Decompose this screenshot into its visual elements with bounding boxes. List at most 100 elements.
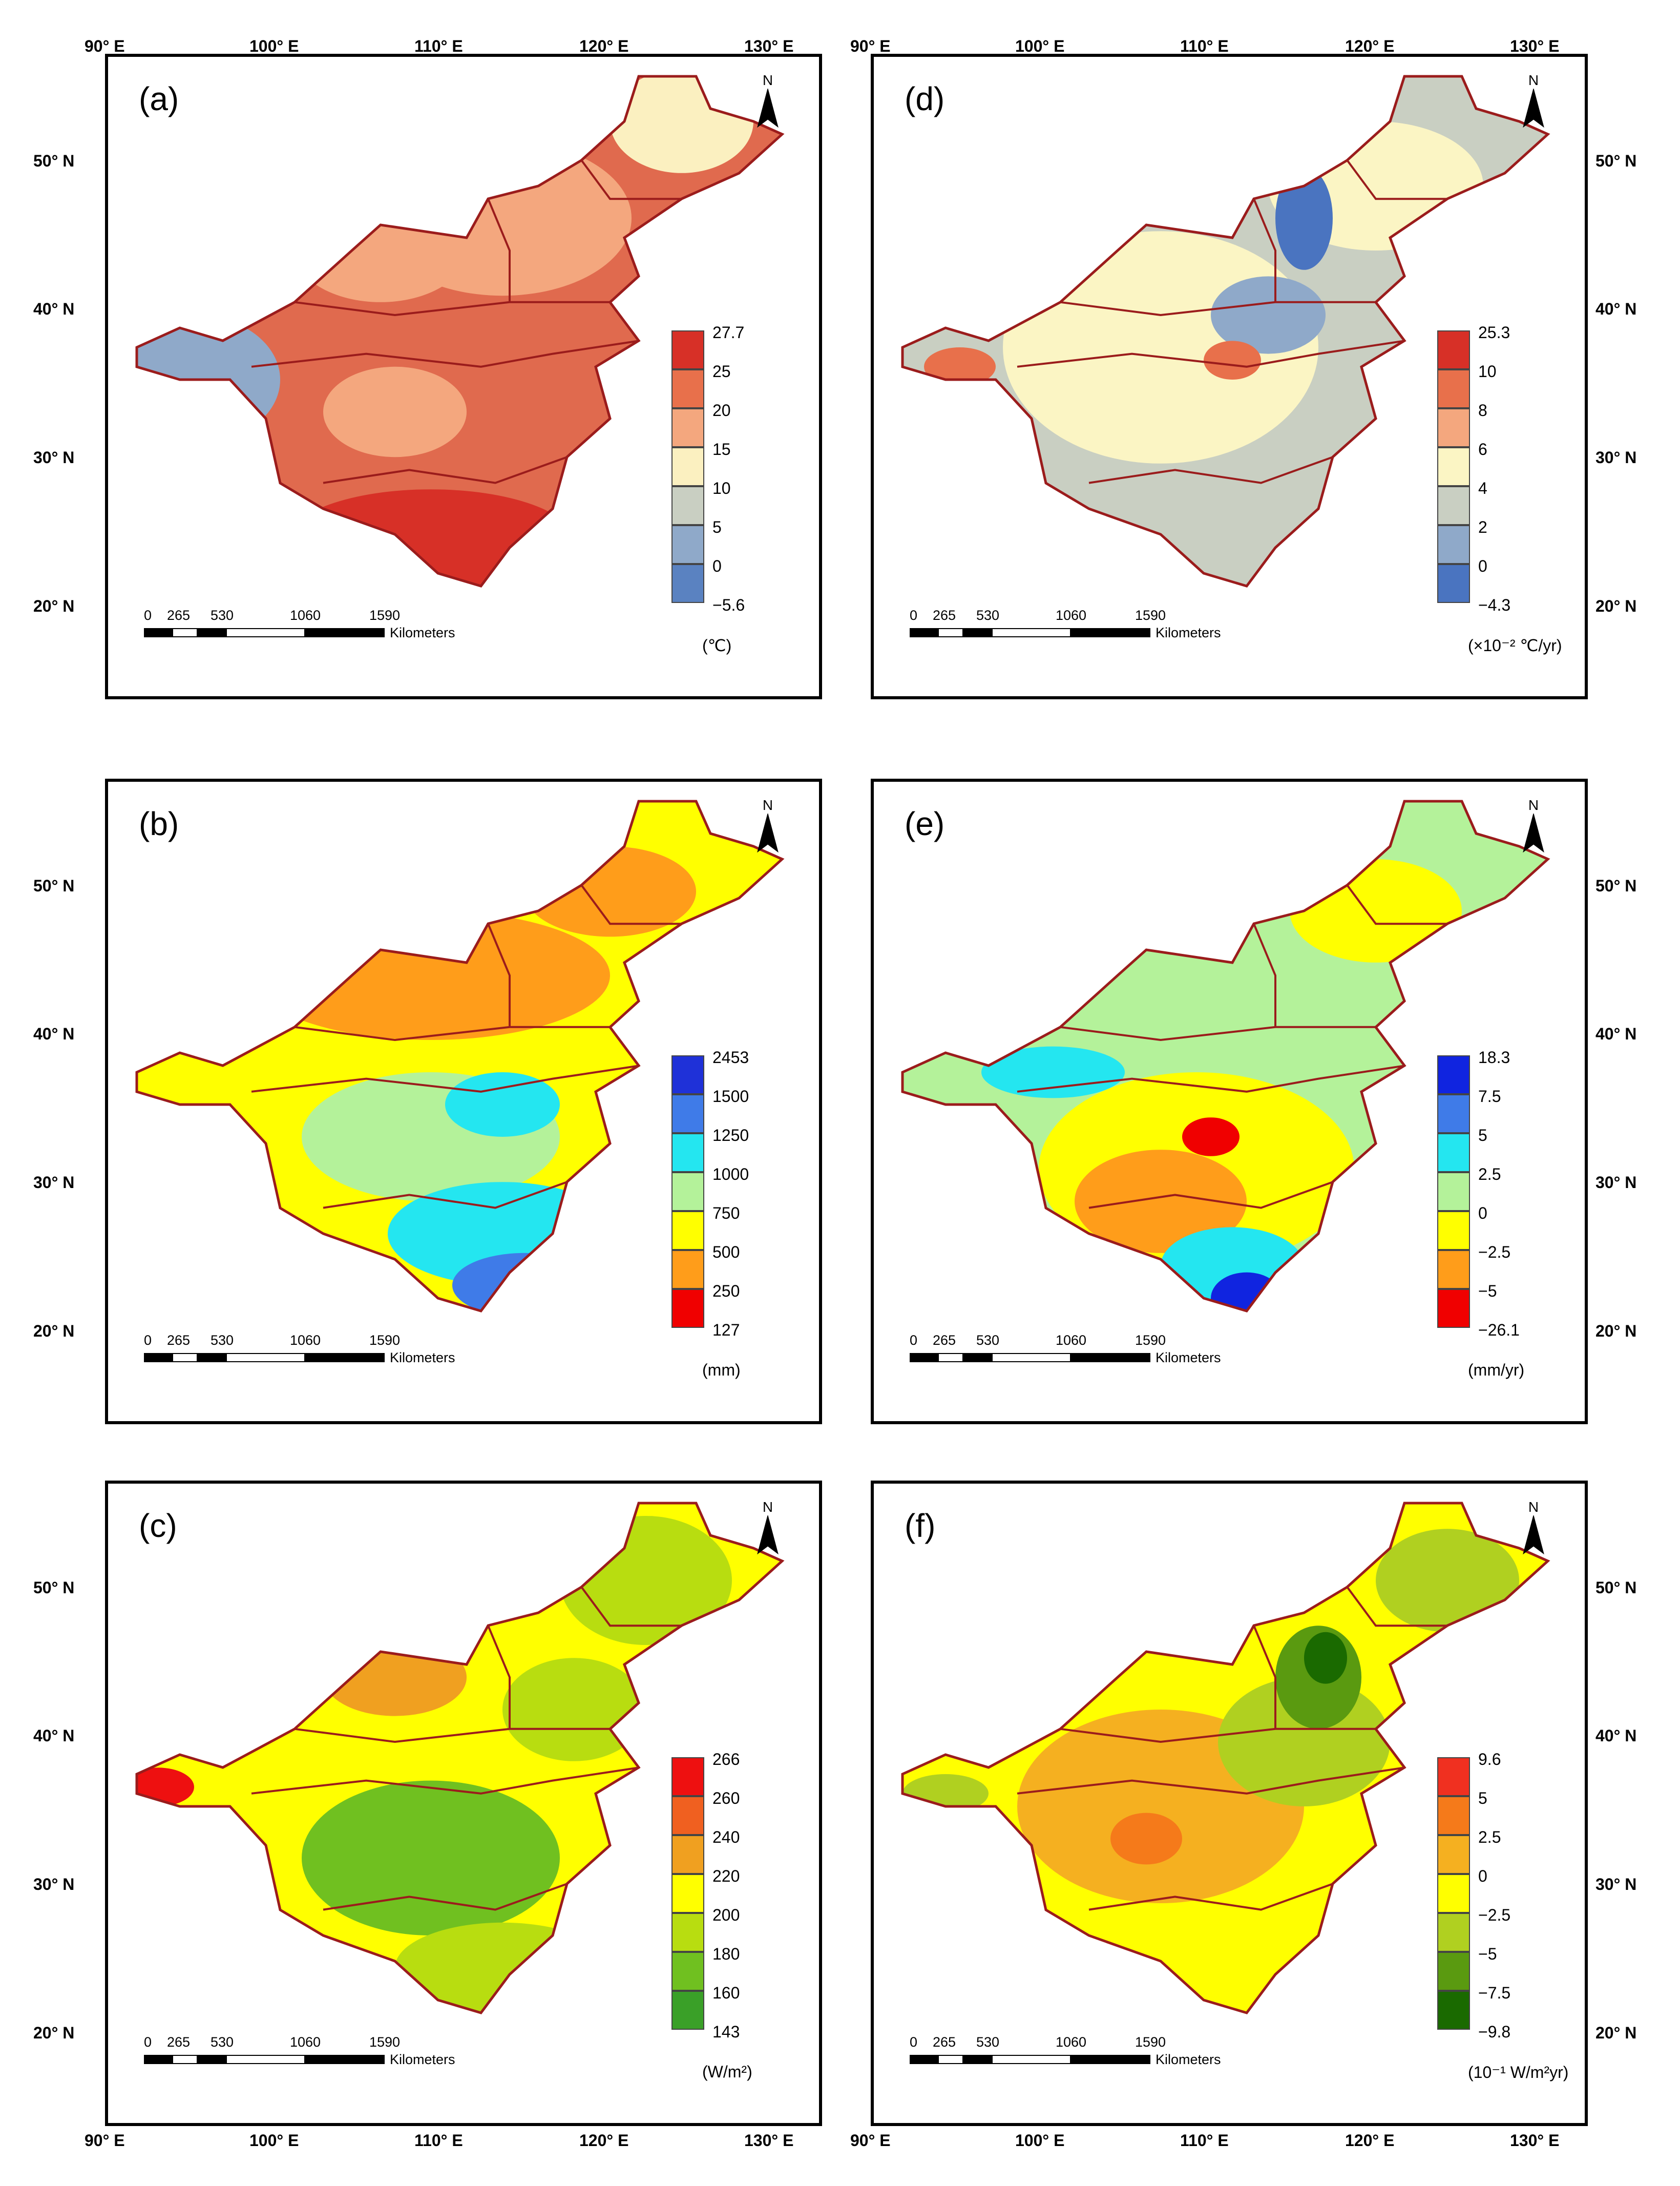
legend: 27.7 25 20 15 10 5 0 −5.6 (℃) xyxy=(671,323,819,655)
legend-swatch xyxy=(671,525,704,564)
legend-value: 250 xyxy=(712,1282,740,1300)
map-zone xyxy=(1110,1813,1182,1865)
legend-value: 260 xyxy=(712,1789,740,1807)
longitude-label-bottom: 90° E xyxy=(850,2131,891,2150)
legend-swatch xyxy=(1437,1835,1470,1874)
legend-swatch xyxy=(671,447,704,486)
map-zone xyxy=(1211,1272,1283,1311)
legend-value: 25 xyxy=(712,362,731,381)
scale-unit: Kilometers xyxy=(390,2052,455,2067)
legend: 2453 1500 1250 1000 750 500 250 127 (mm) xyxy=(671,1048,819,1379)
scale-segment xyxy=(226,2055,305,2064)
legend-swatch xyxy=(671,1835,704,1874)
panel-letter: (a) xyxy=(139,80,179,117)
legend-swatch xyxy=(671,1913,704,1952)
legend-value: 180 xyxy=(712,1945,740,1963)
scale-tick: 265 xyxy=(167,608,191,623)
scale-tick: 1060 xyxy=(1056,2034,1087,2050)
map-zone xyxy=(302,1780,560,1935)
longitude-label-top: 120° E xyxy=(1345,37,1395,55)
north-label: N xyxy=(1528,1499,1539,1515)
scale-tick: 265 xyxy=(167,2034,191,2050)
scale-tick: 265 xyxy=(167,1333,191,1348)
legend-value: 15 xyxy=(712,440,731,459)
longitude-label-top: 100° E xyxy=(249,37,299,55)
map-zone xyxy=(323,872,381,950)
map-zone xyxy=(287,489,574,586)
region-border xyxy=(1060,1026,1376,1042)
study-area-outline xyxy=(901,1502,1550,2014)
legend-swatch xyxy=(1437,1757,1470,1796)
latitude-label-left: 40° N xyxy=(33,1726,75,1745)
legend-swatch xyxy=(1437,1289,1470,1328)
longitude-label-bottom: 120° E xyxy=(1345,2131,1395,2150)
region-border xyxy=(1060,301,1376,317)
map-zone xyxy=(395,1922,610,2013)
map-panel: (c) N 266 260 240 220 200 180 160 143 (W/m²) 0 265 53… xyxy=(105,1481,822,2126)
legend-value: 5 xyxy=(1478,1789,1487,1807)
map-zone xyxy=(1204,341,1261,380)
legend-value: −9.8 xyxy=(1478,2023,1511,2041)
latitude-label-left: 40° N xyxy=(33,300,75,319)
scale-tick: 0 xyxy=(910,2034,918,2050)
north-arrow-glyph xyxy=(757,1514,779,1555)
panel-letter: (e) xyxy=(905,805,945,842)
north-label: N xyxy=(1528,797,1539,813)
north-arrow-glyph xyxy=(1523,1514,1544,1555)
scale-segment xyxy=(992,2055,1071,2064)
legend-unit: (10⁻¹ W/m²yr) xyxy=(1468,2063,1569,2081)
scale-segment xyxy=(963,1353,992,1362)
map-zone xyxy=(1376,1529,1519,1632)
study-area-outline xyxy=(901,800,1550,1313)
legend-swatch xyxy=(671,1952,704,1991)
legend-swatch xyxy=(1437,1952,1470,1991)
latitude-label-left: 50° N xyxy=(33,151,75,170)
longitude-label-top: 110° E xyxy=(1180,37,1229,55)
region-border xyxy=(323,1181,568,1209)
legend-unit: (W/m²) xyxy=(702,2063,752,2081)
longitude-label-bottom: 130° E xyxy=(744,2131,794,2150)
panel-letter: (d) xyxy=(905,80,945,117)
longitude-label-bottom: 100° E xyxy=(1015,2131,1065,2150)
legend-value: −2.5 xyxy=(1478,1906,1511,1924)
region-border xyxy=(1088,1181,1333,1209)
scale-bar: 0 265 530 1060 1590 Kilometers xyxy=(144,1333,502,1368)
scale-segment xyxy=(1071,628,1150,637)
scale-unit: Kilometers xyxy=(1156,1350,1221,1365)
legend-value: 1500 xyxy=(712,1087,749,1106)
map-zone xyxy=(323,1638,467,1716)
region-border xyxy=(1253,923,1276,1027)
longitude-label-bottom: 100° E xyxy=(249,2131,299,2150)
scale-segment xyxy=(910,2055,938,2064)
scale-segment xyxy=(938,628,963,637)
legend-value: 8 xyxy=(1478,401,1487,420)
region-border xyxy=(251,1065,639,1093)
map-area xyxy=(135,75,785,588)
scale-tick: 1590 xyxy=(1135,1333,1166,1348)
north-arrow-icon: N xyxy=(752,797,783,859)
scale-tick: 530 xyxy=(211,1333,234,1348)
legend: 266 260 240 220 200 180 160 143 (W/m²) xyxy=(671,1750,819,2081)
panel-letter: (b) xyxy=(139,805,179,842)
study-area-outline xyxy=(901,75,1550,588)
north-arrow-icon: N xyxy=(1518,1499,1549,1560)
longitude-label-top: 110° E xyxy=(414,37,463,55)
map-area xyxy=(901,800,1550,1313)
map-zone xyxy=(295,199,467,302)
map-zone xyxy=(1290,859,1462,963)
longitude-label-top: 90° E xyxy=(850,37,891,55)
legend-value: 7.5 xyxy=(1478,1087,1501,1106)
longitude-label-top: 130° E xyxy=(744,37,794,55)
region-border xyxy=(580,159,682,200)
legend-swatch xyxy=(1437,525,1470,564)
scale-segment xyxy=(1071,1353,1150,1362)
scale-unit: Kilometers xyxy=(390,1350,455,1365)
latitude-label-right: 40° N xyxy=(1595,300,1637,319)
map-zone xyxy=(610,76,753,173)
region-border xyxy=(1253,198,1276,302)
scale-tick: 265 xyxy=(933,2034,956,2050)
legend-value: 5 xyxy=(1478,1126,1487,1144)
map-panel: (f) N 9.6 5 2.5 0 −2.5 −5 −7.5 −9.8 (10⁻¹ W/m²yr) 0… xyxy=(871,1481,1588,2126)
map-panel: (a) N 27.7 25 20 15 10 5 0 −5.6 (℃) 0 265 530 1060 1590… xyxy=(105,54,822,699)
map-zone xyxy=(502,1658,646,1761)
